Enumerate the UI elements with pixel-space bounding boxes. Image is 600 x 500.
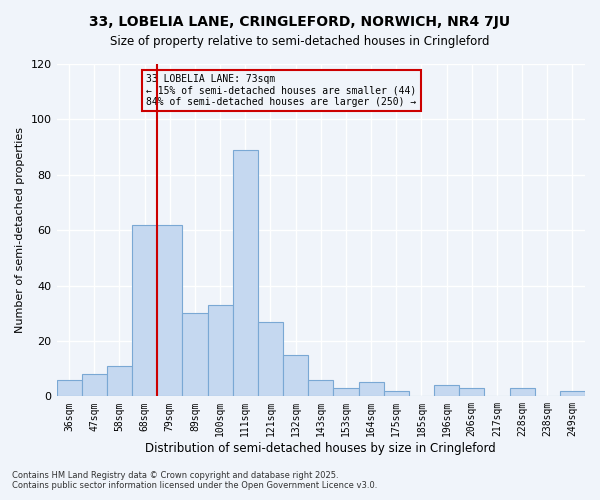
Bar — [258, 322, 283, 396]
Text: 33 LOBELIA LANE: 73sqm
← 15% of semi-detached houses are smaller (44)
84% of sem: 33 LOBELIA LANE: 73sqm ← 15% of semi-det… — [146, 74, 416, 107]
Bar — [208, 305, 233, 396]
Bar — [434, 386, 459, 396]
Bar — [560, 391, 585, 396]
Bar — [56, 380, 82, 396]
Text: Size of property relative to semi-detached houses in Cringleford: Size of property relative to semi-detach… — [110, 35, 490, 48]
Bar — [383, 391, 409, 396]
Bar — [157, 224, 182, 396]
Bar — [233, 150, 258, 396]
Bar — [182, 313, 208, 396]
Bar — [308, 380, 334, 396]
Bar — [132, 224, 157, 396]
Y-axis label: Number of semi-detached properties: Number of semi-detached properties — [15, 127, 25, 333]
Bar — [283, 355, 308, 397]
Bar — [359, 382, 383, 396]
Text: 33, LOBELIA LANE, CRINGLEFORD, NORWICH, NR4 7JU: 33, LOBELIA LANE, CRINGLEFORD, NORWICH, … — [89, 15, 511, 29]
Bar — [107, 366, 132, 396]
Bar — [82, 374, 107, 396]
Bar — [509, 388, 535, 396]
Text: Contains HM Land Registry data © Crown copyright and database right 2025.
Contai: Contains HM Land Registry data © Crown c… — [12, 470, 377, 490]
X-axis label: Distribution of semi-detached houses by size in Cringleford: Distribution of semi-detached houses by … — [145, 442, 496, 455]
Bar — [459, 388, 484, 396]
Bar — [334, 388, 359, 396]
